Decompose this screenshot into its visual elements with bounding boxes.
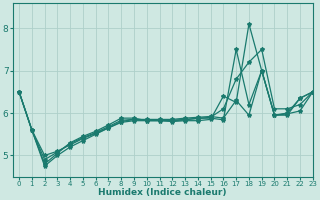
X-axis label: Humidex (Indice chaleur): Humidex (Indice chaleur) xyxy=(99,188,227,197)
